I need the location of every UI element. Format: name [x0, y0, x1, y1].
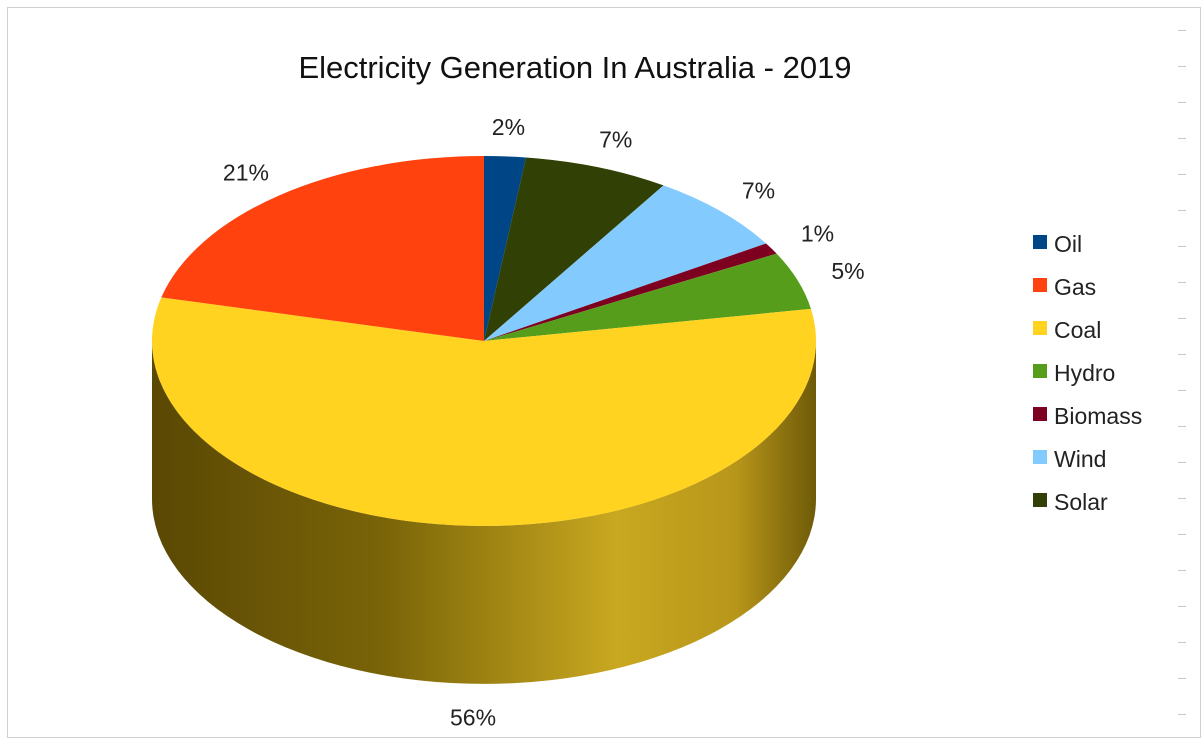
side-ruler: [1178, 30, 1190, 730]
pie-side-wall: [152, 341, 816, 684]
legend-label-gas: Gas: [1054, 274, 1096, 300]
ruler-tick: [1178, 534, 1186, 535]
legend-swatch-solar: [1033, 493, 1047, 507]
pie-side-surface: [152, 341, 816, 684]
pie-slice-biomass: [484, 243, 777, 341]
ruler-tick: [1178, 714, 1186, 715]
chart-title: Electricity Generation In Australia - 20…: [298, 50, 851, 85]
ruler-tick: [1178, 498, 1186, 499]
pie-slice-gas: [161, 156, 484, 341]
slice-label-biomass: 1%: [801, 221, 834, 247]
pie-top-face: [152, 156, 816, 526]
slice-label-wind: 7%: [742, 177, 775, 203]
legend-swatch-coal: [1033, 321, 1047, 335]
ruler-tick: [1178, 282, 1186, 283]
ruler-tick: [1178, 210, 1186, 211]
ruler-tick: [1178, 30, 1186, 31]
ruler-tick: [1178, 102, 1186, 103]
ruler-tick: [1178, 354, 1186, 355]
legend-label-wind: Wind: [1054, 446, 1106, 472]
pie-labels: 2% 7% 7% 1% 5% 56% 21%: [223, 114, 865, 730]
legend-label-hydro: Hydro: [1054, 360, 1115, 386]
ruler-tick: [1178, 174, 1186, 175]
ruler-tick: [1178, 318, 1186, 319]
slice-label-gas: 21%: [223, 159, 269, 185]
ruler-tick: [1178, 462, 1186, 463]
legend-label-coal: Coal: [1054, 317, 1101, 343]
slice-label-hydro: 5%: [831, 258, 864, 284]
ruler-tick: [1178, 390, 1186, 391]
legend-label-solar: Solar: [1054, 489, 1108, 515]
pie-slice-coal: [152, 297, 816, 526]
pie-slice-oil: [484, 156, 527, 341]
legend-swatch-wind: [1033, 450, 1047, 464]
slice-label-coal: 56%: [450, 704, 496, 730]
legend-label-oil: Oil: [1054, 231, 1082, 257]
ruler-tick: [1178, 138, 1186, 139]
ruler-tick: [1178, 642, 1186, 643]
legend-label-biomass: Biomass: [1054, 403, 1142, 429]
legend-swatch-oil: [1033, 235, 1047, 249]
ruler-tick: [1178, 246, 1186, 247]
pie-slice-hydro: [484, 253, 811, 341]
slice-label-solar: 7%: [599, 126, 632, 152]
ruler-tick: [1178, 426, 1186, 427]
legend-swatch-gas: [1033, 278, 1047, 292]
ruler-tick: [1178, 678, 1186, 679]
pie-slice-wind: [484, 185, 767, 341]
slice-label-oil: 2%: [492, 114, 525, 140]
chart-legend: Oil Gas Coal Hydro Biomass Wind Solar: [1033, 231, 1142, 515]
legend-swatch-biomass: [1033, 407, 1047, 421]
ruler-tick: [1178, 606, 1186, 607]
pie-slice-solar: [484, 157, 664, 341]
legend-swatch-hydro: [1033, 364, 1047, 378]
ruler-tick: [1178, 66, 1186, 67]
ruler-tick: [1178, 570, 1186, 571]
